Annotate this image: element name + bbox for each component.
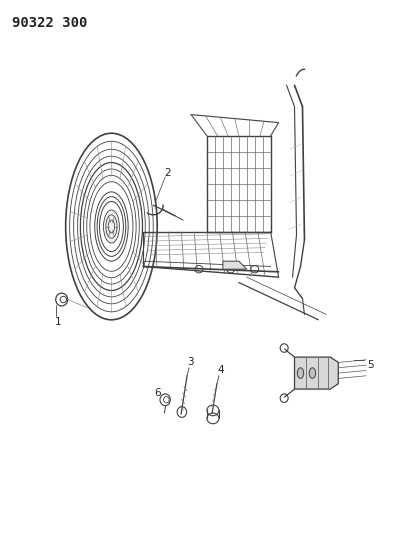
Text: 6: 6 bbox=[155, 389, 161, 398]
Text: 90322 300: 90322 300 bbox=[12, 16, 87, 30]
Ellipse shape bbox=[309, 368, 316, 378]
Text: 1: 1 bbox=[55, 317, 62, 327]
Text: 4: 4 bbox=[218, 365, 224, 375]
Ellipse shape bbox=[108, 220, 115, 233]
Polygon shape bbox=[223, 261, 247, 269]
Ellipse shape bbox=[106, 215, 117, 238]
Text: 5: 5 bbox=[367, 360, 373, 370]
Polygon shape bbox=[295, 357, 338, 389]
Ellipse shape bbox=[297, 368, 304, 378]
Ellipse shape bbox=[103, 210, 119, 243]
Text: 2: 2 bbox=[164, 168, 170, 178]
Text: 3: 3 bbox=[187, 357, 193, 367]
